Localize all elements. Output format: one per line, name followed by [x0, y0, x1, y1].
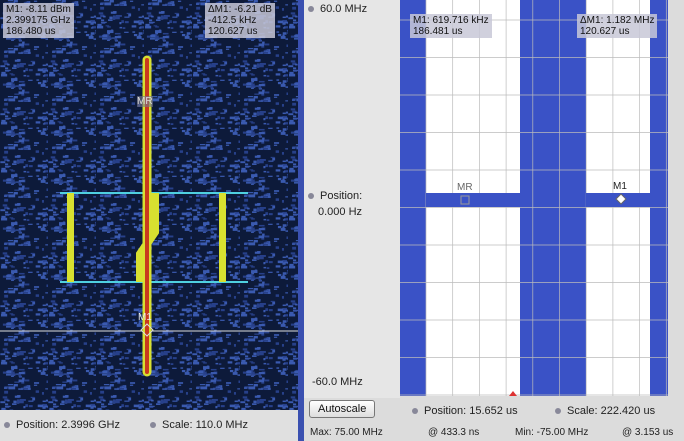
delta-readout: ΔM1: -6.21 dB -412.5 kHz 120.627 us [205, 3, 275, 38]
marker-label: MR [137, 96, 153, 107]
status-min: Min: -75.00 MHz [515, 427, 589, 438]
position-text: Position: 2.3996 GHz [16, 419, 120, 431]
readout-line: M1: -8.11 dBm [6, 4, 71, 15]
scale-text: Scale: 222.420 us [567, 405, 656, 417]
position-control[interactable]: Position: 15.652 us [412, 405, 518, 417]
position-label: Position: [320, 190, 363, 202]
status-max-time: @ 433.3 ns [428, 427, 480, 438]
readout-line: 186.481 us [413, 26, 463, 37]
top-scale[interactable]: 60.0 MHz [308, 3, 367, 15]
freq-trace [426, 193, 520, 207]
marker-square [460, 195, 470, 205]
marker-diamond [615, 193, 627, 205]
hop-bar [67, 193, 74, 282]
readout-line: -412.5 kHz [208, 15, 257, 26]
position-indicator [509, 391, 517, 396]
divider [298, 0, 304, 441]
marker-diamond [140, 323, 154, 337]
position-value: 0.000 Hz [318, 206, 363, 218]
scale-control[interactable]: Scale: 110.0 MHz [150, 419, 248, 431]
readout-line: M1: 619.716 kHz [413, 15, 489, 26]
delta-readout: ΔM1: 1.182 MHz 120.627 us [577, 14, 658, 38]
scale-text: Scale: 110.0 MHz [162, 419, 249, 431]
readout-line: 120.627 us [208, 26, 258, 37]
readout-line: 2.399175 GHz [6, 15, 71, 26]
bottom-scale: -60.0 MHz [312, 376, 363, 388]
position-control[interactable]: Position: 2.3996 GHz [4, 419, 120, 431]
marker-label: MR [457, 182, 473, 193]
top-scale-text: 60.0 MHz [320, 3, 368, 15]
status-max: Max: 75.00 MHz [310, 427, 383, 438]
hop-bar [219, 193, 226, 282]
marker-readout: M1: 619.716 kHz 186.481 us [410, 14, 492, 38]
readout-line: ΔM1: -6.21 dB [208, 4, 272, 15]
readout-line: 120.627 us [580, 26, 630, 37]
bottom-bar [0, 410, 298, 441]
autoscale-button[interactable]: Autoscale [309, 400, 376, 418]
scale-sidebar [304, 0, 400, 398]
marker-label: M1 [138, 312, 152, 323]
scale-control[interactable]: Scale: 222.420 us [555, 405, 655, 417]
marker-readout: M1: -8.11 dBm 2.399175 GHz 186.480 us [3, 3, 74, 38]
status-min-time: @ 3.153 us [622, 427, 674, 438]
position-text: Position: 15.652 us [424, 405, 518, 417]
readout-line: 186.480 us [6, 26, 56, 37]
position-control[interactable]: Position: [308, 190, 362, 202]
readout-line: ΔM1: 1.182 MHz [580, 15, 655, 26]
marker-label: M1 [613, 181, 627, 192]
